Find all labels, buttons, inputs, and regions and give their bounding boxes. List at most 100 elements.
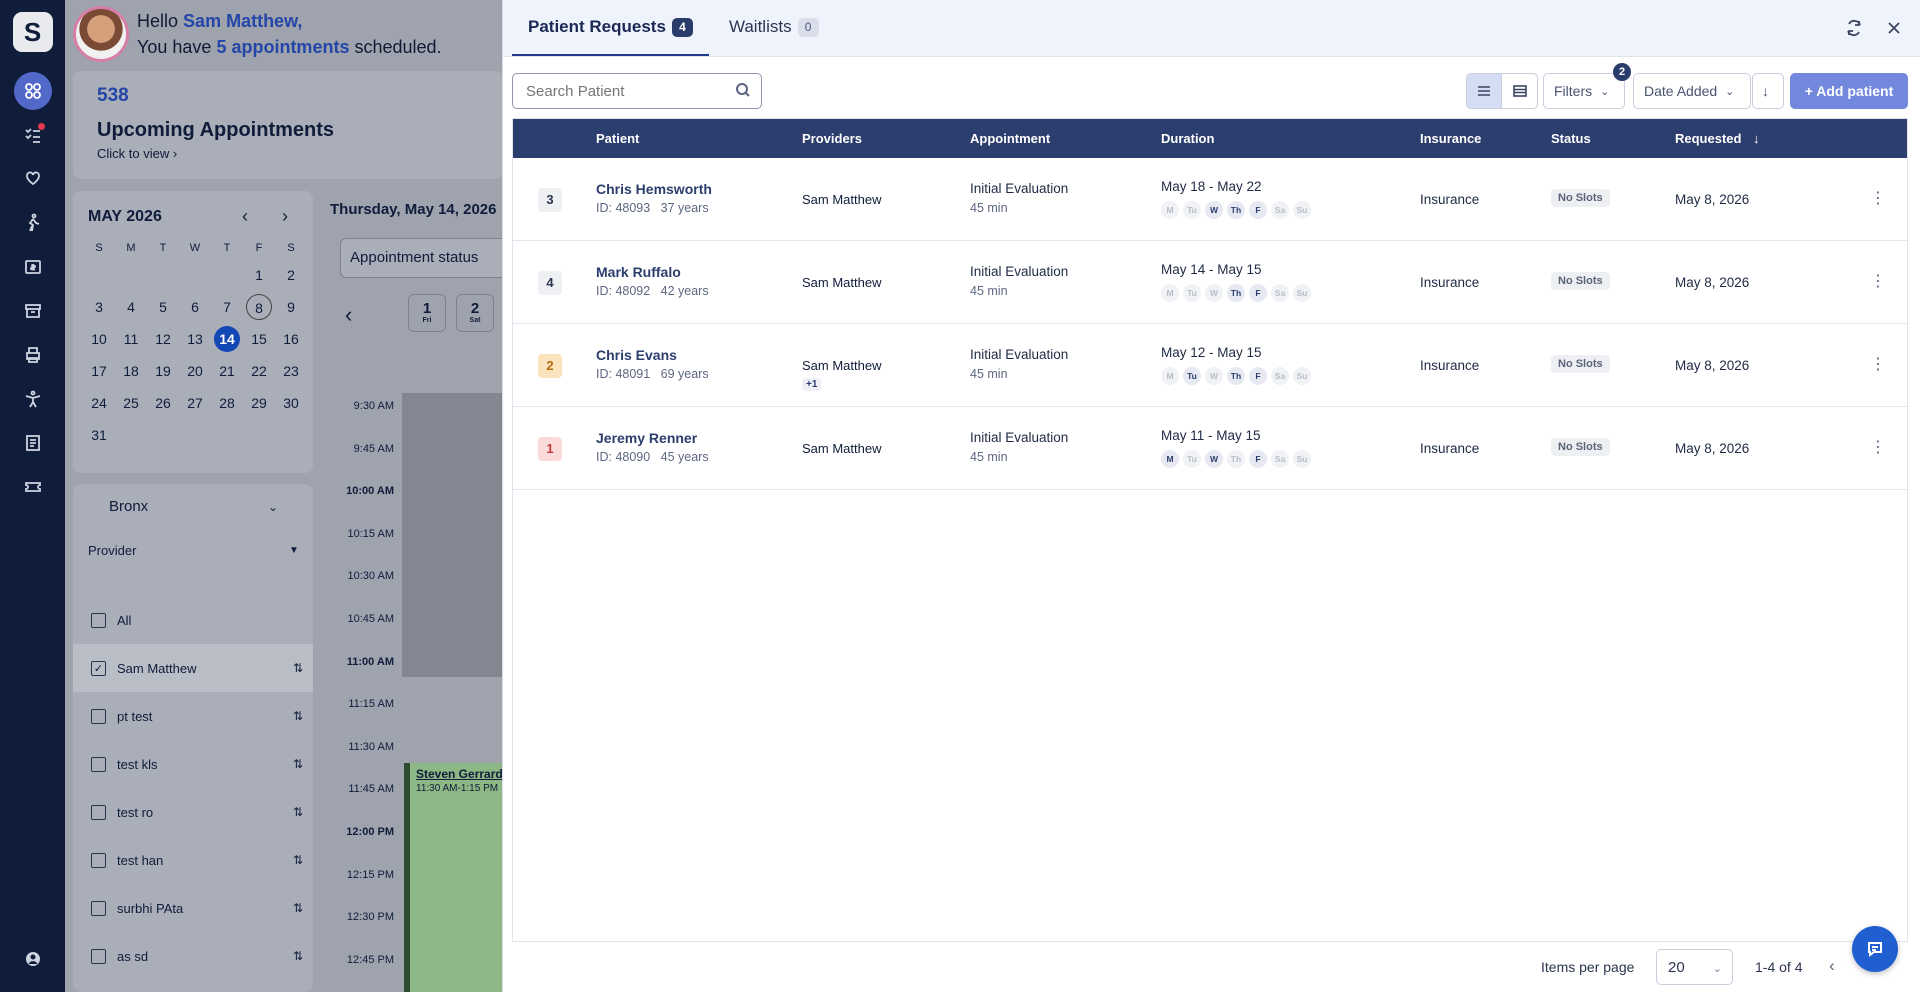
table-row[interactable]: 1 Jeremy Renner ID: 48090 45 years Sam Matt… bbox=[513, 407, 1907, 490]
calendar-day[interactable]: 12 bbox=[155, 331, 171, 347]
sort-select[interactable]: Date Added ⌄ bbox=[1633, 73, 1751, 109]
calendar-day[interactable]: 11 bbox=[123, 331, 139, 347]
table-row[interactable]: 4 Mark Ruffalo ID: 48092 42 years Sam Matth… bbox=[513, 241, 1907, 324]
upcoming-link[interactable]: Click to view › bbox=[97, 146, 178, 161]
col-requested[interactable]: Requested bbox=[1675, 131, 1742, 146]
calendar-day[interactable]: 21 bbox=[219, 363, 235, 379]
chat-fab[interactable] bbox=[1852, 926, 1898, 972]
day-prev-icon[interactable]: ‹ bbox=[345, 302, 353, 327]
provider-row[interactable]: test kls ⇅ bbox=[73, 740, 313, 788]
provider-row[interactable]: pt test ⇅ bbox=[73, 692, 313, 740]
swap-icon[interactable]: ⇅ bbox=[292, 805, 303, 819]
upcoming-card[interactable] bbox=[73, 71, 503, 179]
table-row[interactable]: 2 Chris Evans ID: 48091 69 years Sam Matthe… bbox=[513, 324, 1907, 407]
calendar-day[interactable]: 2 bbox=[287, 267, 295, 283]
printer-icon[interactable] bbox=[14, 336, 52, 374]
checklist-icon[interactable] bbox=[14, 116, 52, 154]
col-patient[interactable]: Patient bbox=[596, 131, 640, 146]
sort-arrow-icon[interactable]: ↓ bbox=[1753, 131, 1760, 146]
col-providers[interactable]: Providers bbox=[802, 131, 862, 146]
calendar-day[interactable]: 6 bbox=[191, 299, 199, 315]
provider-checkbox[interactable]: ✓ bbox=[91, 660, 106, 676]
calendar-day[interactable]: 8 bbox=[246, 294, 272, 320]
provider-checkbox[interactable] bbox=[91, 612, 106, 628]
user-account-icon[interactable] bbox=[14, 940, 52, 978]
swap-icon[interactable]: ⇅ bbox=[292, 901, 303, 915]
tab-waitlists[interactable]: Waitlists 0 bbox=[713, 0, 835, 56]
patient-name[interactable]: Mark Ruffalo bbox=[596, 264, 681, 280]
calendar-day[interactable]: 31 bbox=[91, 427, 107, 443]
calendar-day[interactable]: 22 bbox=[251, 363, 267, 379]
sort-direction-icon[interactable]: ↓ bbox=[1752, 73, 1784, 109]
calendar-day[interactable]: 5 bbox=[159, 299, 167, 315]
document-icon[interactable] bbox=[14, 424, 52, 462]
person-stretch-icon[interactable] bbox=[14, 380, 52, 418]
col-status[interactable]: Status bbox=[1551, 131, 1591, 146]
more-options-icon[interactable]: ⋮ bbox=[1870, 439, 1887, 456]
patient-name[interactable]: Chris Hemsworth bbox=[596, 181, 712, 197]
appointment-event[interactable]: Steven Gerrard 11:30 AM-1:15 PM bbox=[404, 763, 504, 992]
more-options-icon[interactable]: ⋮ bbox=[1870, 190, 1887, 207]
col-insurance[interactable]: Insurance bbox=[1420, 131, 1482, 146]
swap-icon[interactable]: ⇅ bbox=[292, 949, 303, 963]
calendar-day[interactable]: 13 bbox=[187, 331, 203, 347]
calendar-day[interactable]: 28 bbox=[219, 395, 235, 411]
calendar-day[interactable]: 18 bbox=[123, 363, 139, 379]
swap-icon[interactable]: ⇅ bbox=[292, 709, 303, 723]
swap-icon[interactable]: ⇅ bbox=[292, 661, 303, 675]
add-patient-button[interactable]: + Add patient bbox=[1790, 73, 1908, 109]
calendar-day[interactable]: 20 bbox=[187, 363, 203, 379]
provider-row[interactable]: test ro ⇅ bbox=[73, 788, 313, 836]
provider-checkbox[interactable] bbox=[91, 900, 106, 916]
calendar-day[interactable]: 24 bbox=[91, 395, 107, 411]
provider-checkbox[interactable] bbox=[91, 948, 106, 964]
chevron-down-icon[interactable]: ⌄ bbox=[268, 500, 279, 514]
heart-hand-icon[interactable] bbox=[14, 160, 52, 198]
ticket-icon[interactable] bbox=[14, 468, 52, 506]
provider-checkbox[interactable] bbox=[91, 852, 106, 868]
apps-icon[interactable] bbox=[13, 72, 52, 110]
location-select[interactable]: Bronx bbox=[109, 498, 149, 515]
search-input[interactable] bbox=[512, 73, 762, 109]
tab-patient-requests[interactable]: Patient Requests 4 bbox=[512, 0, 709, 56]
provider-row[interactable]: as sd ⇅ bbox=[73, 932, 313, 980]
calendar-day[interactable]: 29 bbox=[251, 395, 267, 411]
filters-button[interactable]: Filters ⌄ 2 bbox=[1543, 63, 1631, 109]
table-row[interactable]: 3 Chris Hemsworth ID: 48093 37 years Sam Ma… bbox=[513, 158, 1907, 241]
calendar-next-icon[interactable]: › bbox=[282, 206, 288, 226]
calendar-day[interactable]: 19 bbox=[155, 363, 171, 379]
app-logo[interactable]: S bbox=[12, 12, 53, 52]
table-view-icon[interactable] bbox=[1502, 73, 1538, 109]
more-options-icon[interactable]: ⋮ bbox=[1870, 356, 1887, 373]
greeting-appointments-link[interactable]: 5 appointments bbox=[216, 37, 350, 57]
day-chip[interactable]: 2 Sat bbox=[456, 294, 494, 332]
calendar-day[interactable]: 14 bbox=[214, 326, 240, 352]
calendar-day[interactable]: 25 bbox=[123, 395, 139, 411]
provider-checkbox[interactable] bbox=[91, 756, 106, 772]
appointment-status-select[interactable]: Appointment status bbox=[340, 238, 515, 278]
billing-icon[interactable] bbox=[14, 248, 52, 286]
list-view-icon[interactable] bbox=[1466, 73, 1502, 109]
more-options-icon[interactable]: ⋮ bbox=[1870, 273, 1887, 290]
swap-icon[interactable]: ⇅ bbox=[292, 853, 303, 867]
swap-icon[interactable]: ⇅ bbox=[292, 757, 303, 771]
walking-icon[interactable] bbox=[14, 204, 52, 242]
user-avatar[interactable] bbox=[73, 6, 129, 62]
provider-row[interactable]: test han ⇅ bbox=[73, 836, 313, 884]
col-duration[interactable]: Duration bbox=[1161, 131, 1215, 146]
patient-name[interactable]: Jeremy Renner bbox=[596, 430, 698, 446]
calendar-day[interactable]: 17 bbox=[91, 363, 107, 379]
provider-checkbox[interactable] bbox=[91, 708, 106, 724]
prev-page-icon[interactable]: ‹ bbox=[1829, 956, 1835, 975]
calendar-day[interactable]: 15 bbox=[251, 331, 267, 347]
calendar-day[interactable]: 9 bbox=[287, 299, 295, 315]
calendar-day[interactable]: 26 bbox=[155, 395, 171, 411]
calendar-day[interactable]: 23 bbox=[283, 363, 299, 379]
calendar-day[interactable]: 27 bbox=[187, 395, 203, 411]
calendar-day[interactable]: 10 bbox=[91, 331, 107, 347]
calendar-day[interactable]: 3 bbox=[95, 299, 103, 315]
archive-icon[interactable] bbox=[14, 292, 52, 330]
patient-name[interactable]: Chris Evans bbox=[596, 347, 677, 363]
items-per-page-select[interactable]: 20 ⌄ bbox=[1656, 949, 1733, 985]
provider-row[interactable]: ✓ Sam Matthew ⇅ bbox=[73, 644, 313, 692]
